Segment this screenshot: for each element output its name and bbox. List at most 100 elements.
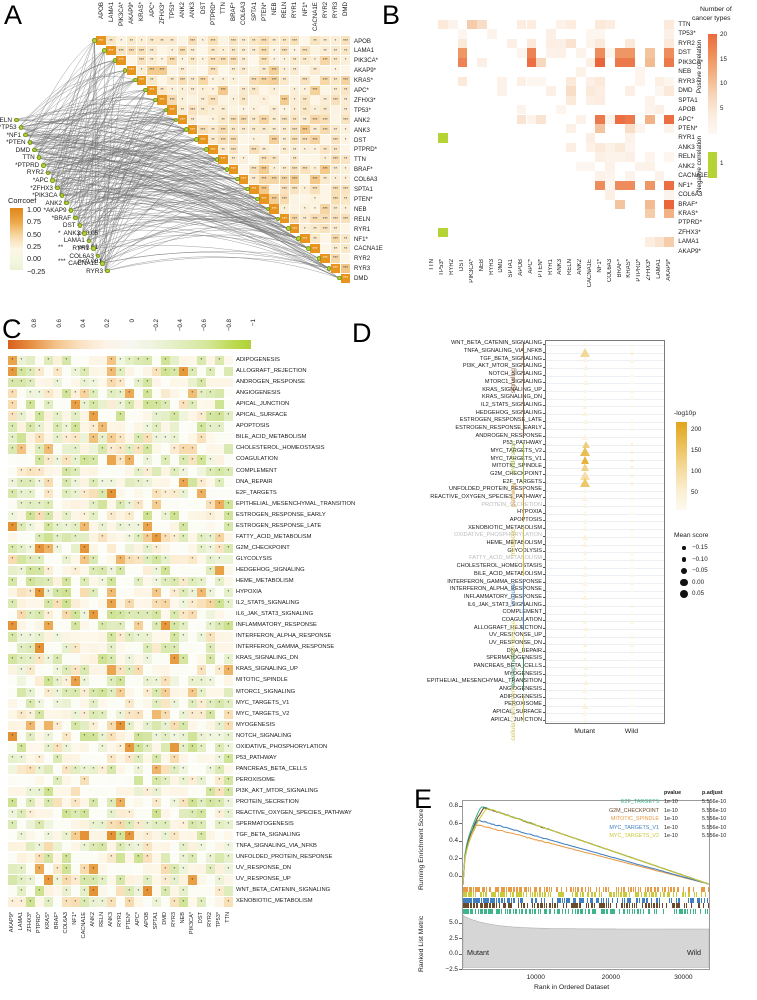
panel-a-heatmap-cell xyxy=(340,85,351,95)
panel-a-heatmap-cell xyxy=(279,45,290,56)
panel-c-heatmap-cell xyxy=(170,356,179,366)
panel-d-category-label: immune xyxy=(510,582,517,606)
panel-e-legend-pvalue: 1e-10 xyxy=(664,799,678,805)
panel-d-data-point xyxy=(582,595,589,601)
panel-c-significance-mark: * xyxy=(173,766,176,772)
panel-c-significance-mark: * xyxy=(119,611,122,617)
panel-e-hit-mark xyxy=(563,903,565,909)
panel-c-heatmap-cell xyxy=(125,698,134,708)
panel-a-row-label: PTEN* xyxy=(354,195,373,203)
panel-c-heatmap-cell xyxy=(143,444,152,454)
panel-c-heatmap-cell xyxy=(134,400,143,410)
panel-c-significance-mark: * xyxy=(200,534,203,539)
panel-a-heatmap-cell xyxy=(269,55,279,66)
panel-a-heatmap-cell xyxy=(198,45,208,56)
panel-a-heatmap-cell xyxy=(279,105,290,115)
panel-c-heatmap-cell xyxy=(8,875,17,885)
panel-a-significance-mark: * xyxy=(344,136,347,142)
panel-a-significance-mark: ** xyxy=(231,126,236,132)
panel-c-heatmap-cell xyxy=(44,389,53,399)
panel-c-heatmap-cell xyxy=(98,488,107,498)
panel-c-significance-mark: * xyxy=(65,810,68,816)
panel-a-diagonal-cell xyxy=(96,36,106,46)
panel-e-hit-mark xyxy=(624,903,625,909)
panel-c-heatmap-cell xyxy=(17,356,26,366)
panel-c-heatmap-cell xyxy=(53,654,62,664)
panel-c-colorbar-tick: −0.8 xyxy=(225,319,233,332)
panel-d-axis-tick xyxy=(543,443,545,445)
panel-e-hit-mark xyxy=(607,886,609,892)
panel-a-network-edge xyxy=(95,218,279,257)
panel-d-gridline xyxy=(546,682,664,684)
panel-c-heatmap-cell xyxy=(26,588,35,598)
panel-c-heatmap-cell xyxy=(134,356,143,366)
panel-a-network-edge xyxy=(82,175,238,234)
panel-d-size-legend-label: 0.05 xyxy=(692,590,705,597)
panel-e-hit-mark xyxy=(472,886,474,892)
panel-e-hit-mark xyxy=(638,886,640,892)
panel-a-network-label: ANK2 xyxy=(45,199,63,207)
panel-c-significance-mark: * xyxy=(128,511,131,517)
panel-c-heatmap-cell xyxy=(98,565,107,576)
panel-d-data-point xyxy=(582,503,587,509)
panel-d-data-point xyxy=(582,388,587,394)
panel-c-heatmap-cell xyxy=(44,654,53,664)
panel-c-colorbar-tick: −1 xyxy=(250,319,257,327)
panel-a-heatmap-cell xyxy=(249,164,259,174)
panel-a-significance-mark: *** xyxy=(281,196,287,201)
panel-d-pathway-label: COMPLEMENT xyxy=(352,609,542,615)
panel-c-heatmap-cell xyxy=(188,554,197,565)
panel-c-heatmap-cell xyxy=(53,543,62,554)
panel-a-significance-mark: ** xyxy=(292,67,297,73)
panel-e-hit-mark xyxy=(540,892,542,898)
panel-b-heatmap-cell xyxy=(565,95,576,106)
panel-a-network-node xyxy=(133,77,138,83)
panel-c-heatmap-cell xyxy=(107,775,116,786)
panel-b-heatmap-cell xyxy=(575,161,586,172)
panel-e-hit-mark xyxy=(605,909,607,914)
panel-c-heatmap-cell xyxy=(44,709,53,719)
panel-c-heatmap-cell xyxy=(116,466,125,476)
panel-a-significance-mark: *** xyxy=(332,97,338,102)
panel-b-heatmap-cell xyxy=(575,67,586,77)
panel-c-row-label: G2M_CHECKPOINT xyxy=(236,544,290,551)
panel-c-heatmap-cell xyxy=(188,521,197,531)
panel-a-significance-mark: *** xyxy=(210,97,216,102)
panel-a-significance-mark: * xyxy=(344,205,347,211)
panel-a-network-edge xyxy=(100,159,217,264)
panel-b-heatmap-cell xyxy=(447,20,458,30)
panel-c-heatmap-cell xyxy=(17,389,26,399)
panel-c-significance-mark: * xyxy=(146,401,149,407)
panel-a-network-edge xyxy=(73,174,238,219)
panel-a-significance-mark: ** xyxy=(343,235,348,241)
panel-c-significance-mark: * xyxy=(173,489,176,495)
panel-c-significance-mark: * xyxy=(173,511,176,517)
panel-a-network-edge xyxy=(22,79,136,136)
panel-c-significance-mark: * xyxy=(218,887,221,893)
panel-a-network-edge xyxy=(23,107,166,136)
panel-c-significance-mark: * xyxy=(101,655,104,661)
panel-c-heatmap-cell xyxy=(116,488,125,498)
panel-c-significance-mark: * xyxy=(137,732,140,738)
panel-e-hit-mark xyxy=(495,897,497,903)
panel-d-data-point xyxy=(629,465,634,470)
panel-c-significance-mark: * xyxy=(47,677,50,683)
panel-e-hit-mark xyxy=(605,897,607,903)
panel-c-heatmap-cell xyxy=(170,488,179,498)
panel-a-heatmap-cell xyxy=(340,105,351,115)
panel-a-significance-mark: * xyxy=(314,196,316,201)
panel-b-heatmap-cell xyxy=(615,48,625,58)
panel-c-heatmap-cell xyxy=(71,588,80,598)
panel-c-significance-mark: * xyxy=(173,655,176,661)
panel-a-legend-sig-mark: *** xyxy=(58,258,66,265)
panel-d-axis-tick xyxy=(543,374,545,376)
panel-c-significance-mark: * xyxy=(119,434,122,440)
panel-d-gridline xyxy=(546,360,664,362)
panel-c-heatmap-cell xyxy=(206,842,215,852)
panel-c-significance-mark: * xyxy=(11,511,14,517)
panel-c-heatmap-cell xyxy=(17,610,26,620)
panel-c-significance-mark: * xyxy=(20,898,23,904)
panel-c-heatmap-cell xyxy=(71,554,80,565)
panel-c-significance-mark: * xyxy=(164,677,167,683)
panel-a-legend-sig-text: p<0.05 xyxy=(78,230,99,237)
